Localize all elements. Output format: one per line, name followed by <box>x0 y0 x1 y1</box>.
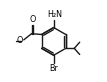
Text: O: O <box>29 15 36 24</box>
Text: Br: Br <box>49 64 58 73</box>
Text: H₂N: H₂N <box>47 10 62 19</box>
Text: O: O <box>17 36 23 45</box>
